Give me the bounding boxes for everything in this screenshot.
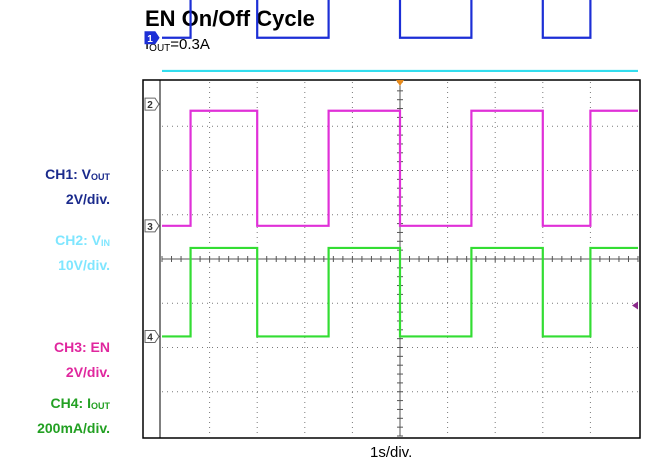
channel-marker-box [144,97,160,111]
ch3-scale-label: 2V/div. [65,364,110,380]
subtitle-prefix: I [145,36,150,53]
channel-marker-4: 4 [144,329,160,343]
ch4-scale-label: 200mA/div. [37,420,110,436]
ch1-scale-label: 2V/div. [65,191,110,207]
channel-marker-box [144,31,160,45]
subtitle-sub: OUT [149,43,171,54]
channel-marker-text: 1 [147,34,153,45]
chart-title: EN On/Off Cycle [145,6,315,31]
subtitle-suffix: =0.3A [170,36,210,53]
channel-marker-box [144,329,160,343]
channel-marker-box [144,219,160,233]
ch4-name-label: CH4: IOUT [50,395,110,411]
channel-marker-text: 2 [147,100,153,111]
channel-marker-2: 2 [144,97,160,111]
chart-subtitle: IOUT=0.3A [145,36,210,54]
channel-marker-3: 3 [144,219,160,233]
trigger-position-marker [396,80,404,86]
ch1-name-label: CH1: VOUT [45,166,110,182]
trigger-level-marker [632,301,638,310]
channel-marker-text: 3 [147,222,153,233]
ch2-scale-label: 10V/div. [58,257,110,273]
channel-marker-1: 1 [144,31,160,45]
waveform-ch4 [162,246,638,338]
ch3-name-label: CH3: EN [53,339,110,355]
x-axis-label: 1s/div. [370,444,413,461]
ch2-name-label: CH2: VIN [55,232,110,248]
waveform-ch3 [162,109,638,227]
waveform-ch1 [162,0,592,39]
channel-marker-text: 4 [147,332,153,343]
